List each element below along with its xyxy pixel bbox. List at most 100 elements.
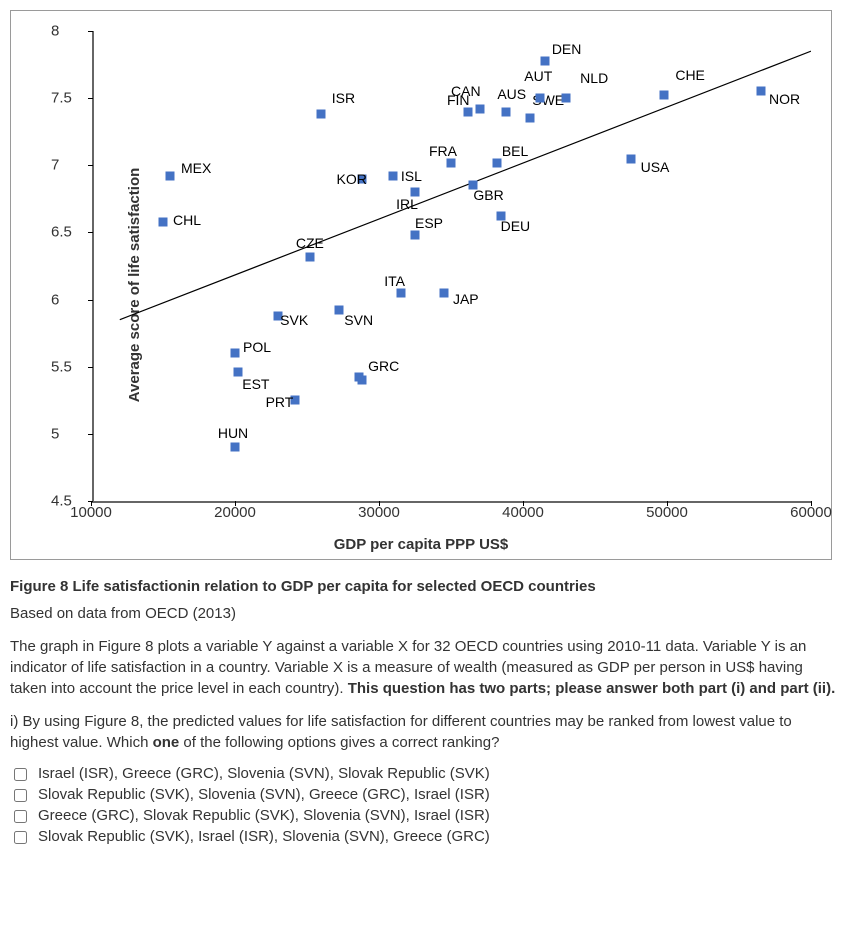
- y-tick-mark: [88, 98, 93, 99]
- paragraph-1: The graph in Figure 8 plots a variable Y…: [10, 636, 838, 699]
- y-tick-mark: [88, 165, 93, 166]
- x-tick-mark: [811, 501, 812, 506]
- y-tick-mark: [88, 367, 93, 368]
- para1-text-b: This question has two parts; please answ…: [348, 680, 836, 697]
- data-point: [447, 158, 456, 167]
- x-tick-mark: [235, 501, 236, 506]
- data-point-label: ISL: [401, 168, 422, 184]
- y-tick-mark: [88, 232, 93, 233]
- data-point-label: ESP: [415, 215, 443, 231]
- data-point-label: HUN: [218, 425, 248, 441]
- option-checkbox[interactable]: [14, 768, 27, 781]
- option-label: Israel (ISR), Greece (GRC), Slovenia (SV…: [38, 765, 490, 782]
- figure-caption: Figure 8 Life satisfactionin relation to…: [10, 578, 838, 595]
- option-label: Slovak Republic (SVK), Israel (ISR), Slo…: [38, 828, 490, 845]
- data-point: [540, 56, 549, 65]
- plot-area: MEXCHLPOLESTHUNSVKPRTCZEISRKORSVNGRCITAI…: [91, 31, 811, 501]
- y-tick-mark: [88, 31, 93, 32]
- option-row: Slovak Republic (SVK), Israel (ISR), Slo…: [10, 828, 838, 847]
- y-tick-label: 5.5: [51, 358, 72, 375]
- y-tick-label: 8: [51, 23, 59, 40]
- data-point-label: CHE: [675, 67, 705, 83]
- options-list: Israel (ISR), Greece (GRC), Slovenia (SV…: [10, 765, 838, 847]
- data-point-label: ITA: [384, 273, 405, 289]
- data-point: [475, 104, 484, 113]
- y-tick-label: 6.5: [51, 224, 72, 241]
- option-row: Israel (ISR), Greece (GRC), Slovenia (SV…: [10, 765, 838, 784]
- option-row: Slovak Republic (SVK), Slovenia (SVN), G…: [10, 786, 838, 805]
- data-point-label: KOR: [337, 171, 367, 187]
- y-tick-label: 6: [51, 291, 59, 308]
- y-tick-mark: [88, 434, 93, 435]
- x-tick-mark: [667, 501, 668, 506]
- data-point: [354, 373, 363, 382]
- source-text: Based on data from OECD (2013): [10, 603, 838, 624]
- y-tick-label: 5: [51, 425, 59, 442]
- para2-text-c: of the following options gives a correct…: [179, 734, 499, 751]
- y-tick-label: 7.5: [51, 90, 72, 107]
- data-point-label: AUT: [524, 68, 552, 84]
- chart-frame: Average score of life satisfaction GDP p…: [10, 10, 832, 560]
- data-point-label: DEN: [552, 41, 582, 57]
- data-point: [464, 107, 473, 116]
- x-tick-label: 60000: [790, 504, 832, 521]
- data-point: [396, 288, 405, 297]
- option-checkbox[interactable]: [14, 810, 27, 823]
- para2-text-b: one: [153, 734, 180, 751]
- data-point-label: IRL: [396, 196, 418, 212]
- data-point-label: CHL: [173, 212, 201, 228]
- option-row: Greece (GRC), Slovak Republic (SVK), Slo…: [10, 807, 838, 826]
- option-label: Greece (GRC), Slovak Republic (SVK), Slo…: [38, 807, 490, 824]
- data-point: [411, 231, 420, 240]
- data-point: [166, 172, 175, 181]
- y-tick-label: 4.5: [51, 493, 72, 510]
- paragraph-2: i) By using Figure 8, the predicted valu…: [10, 711, 838, 753]
- x-tick-label: 50000: [646, 504, 688, 521]
- x-tick-mark: [379, 501, 380, 506]
- x-axis-line: [92, 501, 812, 503]
- data-point-label: SVN: [344, 312, 373, 328]
- data-point: [536, 94, 545, 103]
- data-point: [231, 443, 240, 452]
- option-label: Slovak Republic (SVK), Slovenia (SVN), G…: [38, 786, 490, 803]
- data-point: [756, 87, 765, 96]
- data-point-label: MEX: [181, 160, 211, 176]
- data-point-label: DEU: [501, 218, 531, 234]
- data-point-label: ISR: [332, 90, 355, 106]
- data-point-label: JAP: [453, 291, 479, 307]
- data-point: [562, 94, 571, 103]
- data-point-label: SVK: [280, 312, 308, 328]
- data-point-label: GRC: [368, 358, 399, 374]
- x-tick-mark: [91, 501, 92, 506]
- data-point: [305, 252, 314, 261]
- data-point-label: BEL: [502, 143, 528, 159]
- data-point: [660, 91, 669, 100]
- option-checkbox[interactable]: [14, 789, 27, 802]
- x-tick-label: 10000: [70, 504, 112, 521]
- data-point: [231, 349, 240, 358]
- data-point: [627, 154, 636, 163]
- data-point: [493, 158, 502, 167]
- x-tick-label: 20000: [214, 504, 256, 521]
- data-point-label: PRT: [266, 394, 294, 410]
- data-point-label: FRA: [429, 143, 457, 159]
- data-point-label: NOR: [769, 91, 800, 107]
- data-point: [501, 107, 510, 116]
- data-point-label: NLD: [580, 70, 608, 86]
- data-point: [159, 217, 168, 226]
- x-tick-label: 40000: [502, 504, 544, 521]
- data-point: [526, 114, 535, 123]
- data-point: [334, 306, 343, 315]
- x-tick-label: 30000: [358, 504, 400, 521]
- data-point-label: USA: [641, 159, 670, 175]
- x-tick-mark: [523, 501, 524, 506]
- data-point: [439, 288, 448, 297]
- data-point-label: EST: [242, 376, 269, 392]
- data-point: [233, 368, 242, 377]
- option-checkbox[interactable]: [14, 831, 27, 844]
- data-point-label: GBR: [473, 187, 503, 203]
- y-tick-mark: [88, 300, 93, 301]
- data-point: [389, 172, 398, 181]
- data-point: [317, 110, 326, 119]
- x-axis-label: GDP per capita PPP US$: [334, 536, 509, 553]
